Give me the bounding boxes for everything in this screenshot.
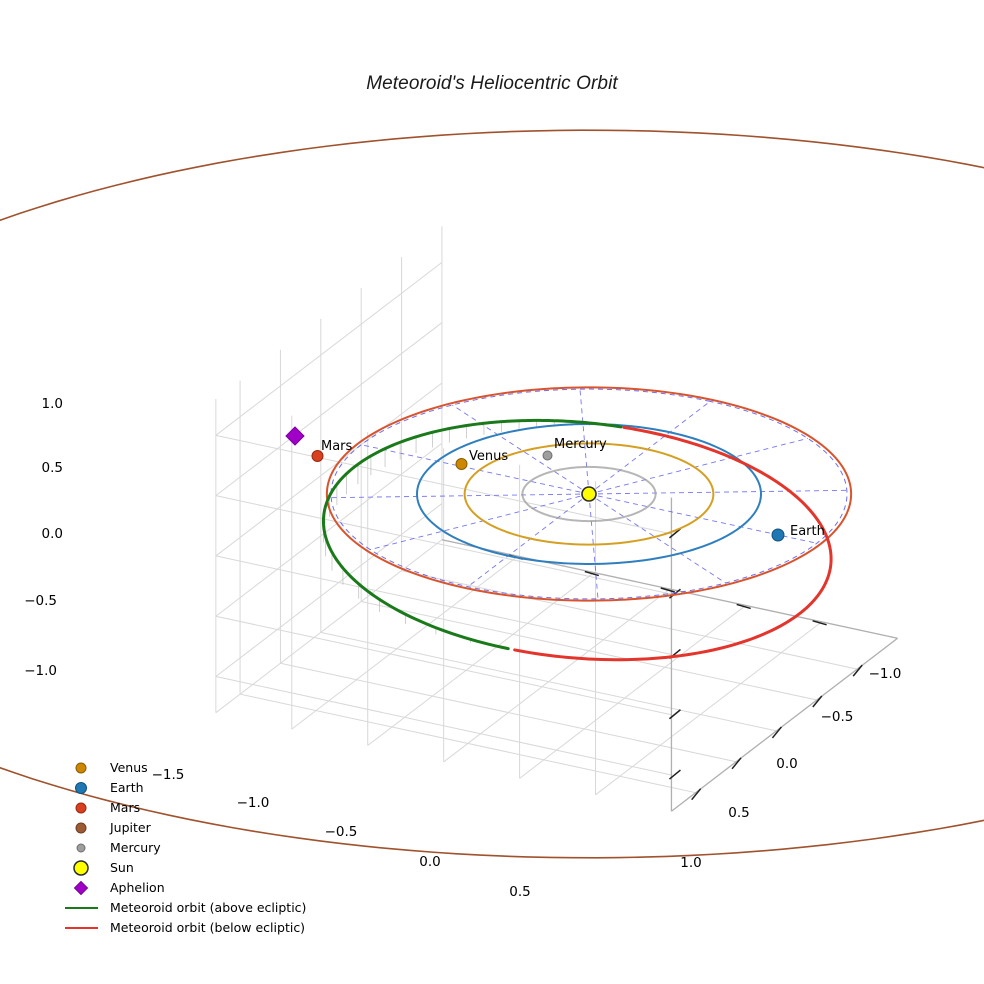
sun-marker [581, 486, 597, 502]
body-label-venus: Venus [469, 449, 508, 464]
legend-item: Meteoroid orbit (below ecliptic) [65, 920, 305, 935]
body-label-earth: Earth [790, 524, 825, 539]
legend-item: Earth [75, 780, 144, 795]
legend: Venus Earth Mars Jupiter Mercury Sun Aphelion M… [65, 760, 306, 935]
legend-marker-swatch [75, 822, 87, 834]
legend-label: Venus [110, 760, 148, 775]
legend-label: Aphelion [110, 880, 165, 895]
legend-item: Mars [75, 800, 140, 815]
z-axis-tick-label: 0.5 [42, 460, 63, 476]
legend-label: Mercury [110, 840, 161, 855]
body-labels: Mars Venus Mercury Earth [321, 437, 825, 539]
meteoroid-orbit-paths [321, 418, 833, 662]
axes-pane-grid [215, 226, 898, 812]
aphelion-marker [285, 426, 305, 446]
x-axis-tick-label: 0.0 [419, 854, 440, 870]
earth-marker [771, 528, 785, 542]
legend-marker-swatch [75, 782, 87, 794]
x-axis-tick-label: −1.5 [152, 767, 185, 783]
legend-marker-swatch [75, 802, 87, 814]
y-axis-tick-label: −0.5 [821, 709, 854, 725]
ecliptic-reference-grid [330, 388, 848, 600]
legend-label: Mars [110, 800, 140, 815]
legend-marker-swatch [76, 843, 86, 853]
y-axis-tick-label: 0.5 [728, 805, 749, 821]
legend-item: Venus [75, 760, 148, 775]
legend-label: Earth [110, 780, 144, 795]
planet-orbit-paths [0, 129, 984, 859]
legend-item: Sun [73, 860, 134, 876]
legend-item: Jupiter [75, 820, 152, 835]
legend-marker-swatch [73, 860, 89, 876]
z-axis-tick-label: −1.0 [24, 663, 57, 679]
z-axis-tick-label: −0.5 [24, 593, 57, 609]
legend-label: Sun [110, 860, 134, 875]
x-axis-tick-label: −1.0 [237, 795, 270, 811]
legend-marker-swatch [75, 762, 87, 774]
z-axis-tick-label: 0.0 [42, 526, 63, 542]
legend-label: Meteoroid orbit (below ecliptic) [110, 920, 305, 935]
legend-item: Meteoroid orbit (above ecliptic) [65, 900, 306, 915]
legend-item: Aphelion [73, 880, 165, 896]
legend-label: Meteoroid orbit (above ecliptic) [110, 900, 306, 915]
y-axis-tick-label: 1.0 [680, 855, 701, 871]
y-axis-tick-label: −1.0 [869, 666, 902, 682]
x-axis-tick-label: −0.5 [325, 824, 358, 840]
body-label-mars: Mars [321, 439, 353, 454]
x-axis-tick-label: 0.5 [509, 884, 530, 900]
page-title: Meteoroid's Heliocentric Orbit [366, 73, 618, 94]
legend-marker-swatch [73, 880, 89, 896]
mercury-marker [542, 450, 553, 461]
legend-item: Mercury [76, 840, 161, 855]
body-markers [285, 426, 785, 542]
legend-label: Jupiter [109, 820, 152, 835]
body-label-mercury: Mercury [554, 437, 607, 452]
mars-marker [311, 450, 324, 462]
axis-tick-labels: −1.5 −1.0 −0.5 0.0 0.5 −1.0 −0.5 0.0 0.5 1.0 1.0 0.… [24, 396, 901, 900]
venus-marker [455, 458, 468, 470]
y-axis-tick-label: 0.0 [776, 756, 797, 772]
z-axis-tick-label: 1.0 [42, 396, 63, 412]
